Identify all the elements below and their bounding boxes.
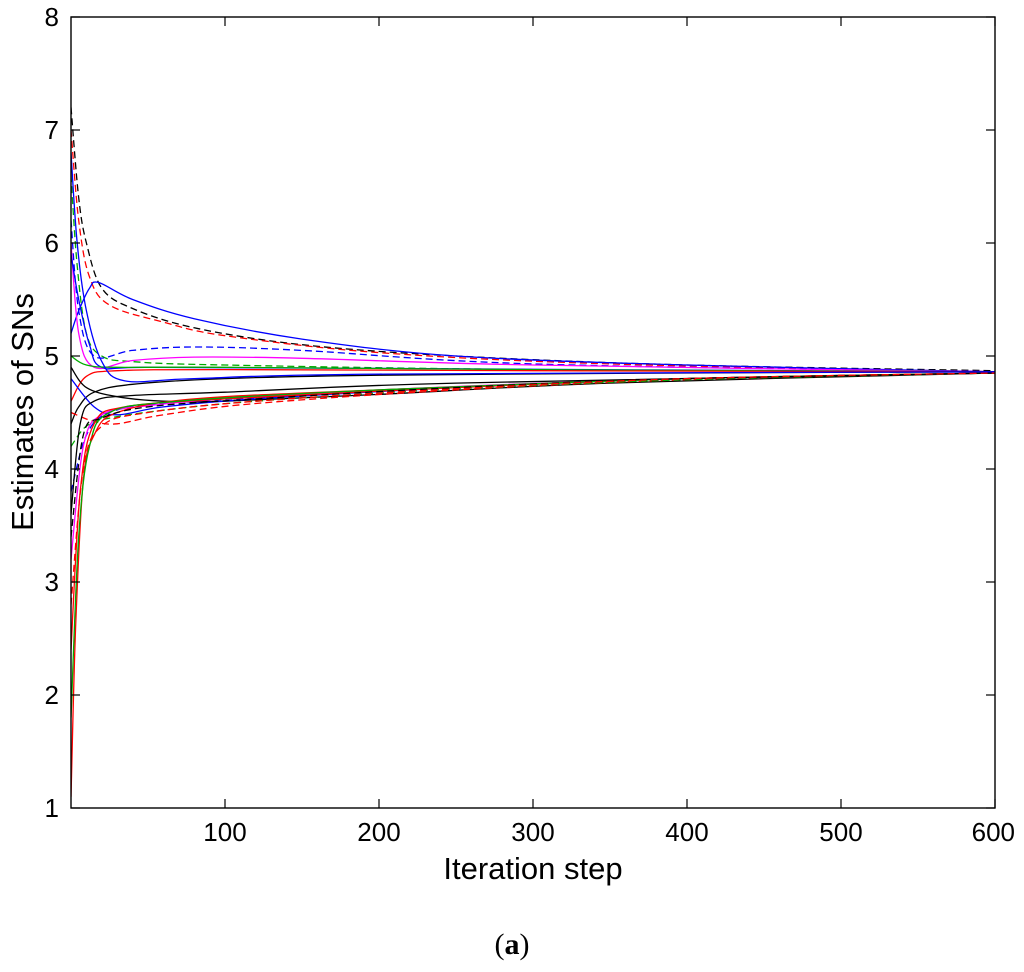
series-line-6 (71, 242, 995, 373)
series-line-9 (71, 368, 995, 402)
caption-close-paren: ) (519, 928, 530, 961)
series-line-23 (71, 372, 995, 605)
y-tick-label: 6 (45, 228, 59, 258)
series-line-2 (71, 129, 995, 373)
series-line-17 (71, 372, 995, 650)
figure-caption: (a) (0, 928, 1024, 962)
series-line-15 (71, 372, 995, 492)
x-axis-label: Iteration step (443, 851, 622, 886)
x-tick-label: 600 (972, 817, 1015, 847)
series-line-19 (71, 372, 995, 718)
series-line-5 (71, 220, 995, 373)
x-tick-label: 100 (203, 817, 246, 847)
series-line-4 (71, 175, 995, 373)
series-line-1 (71, 107, 995, 372)
y-tick-label: 7 (45, 115, 59, 145)
series-line-13 (71, 372, 995, 425)
y-tick-label: 8 (45, 2, 59, 32)
series-line-18 (71, 372, 995, 797)
tick-layer: 1 2 3 4 5 6 7 8 100 200 300 400 500 600 (45, 2, 1015, 847)
series-layer (71, 107, 995, 797)
y-tick-label: 4 (45, 454, 59, 484)
y-tick-label: 5 (45, 341, 59, 371)
y-tick-label: 2 (45, 680, 59, 710)
y-tick-label: 1 (45, 793, 59, 823)
series-line-20 (71, 372, 995, 515)
caption-letter: a (504, 928, 520, 961)
y-tick-label: 3 (45, 567, 59, 597)
x-tick-label: 400 (665, 817, 708, 847)
caption-open-paren: ( (494, 928, 505, 961)
line-chart: 1 2 3 4 5 6 7 8 100 200 300 400 500 600 Iteration ste… (5, 2, 1015, 886)
plot-frame (70, 16, 996, 809)
series-line-22 (71, 152, 995, 383)
series-line-3 (71, 281, 995, 373)
x-tick-label: 500 (819, 817, 862, 847)
y-axis-label: Estimates of SNs (5, 293, 40, 531)
series-line-7 (71, 254, 995, 373)
x-tick-label: 300 (511, 817, 554, 847)
x-tick-label: 200 (357, 817, 400, 847)
